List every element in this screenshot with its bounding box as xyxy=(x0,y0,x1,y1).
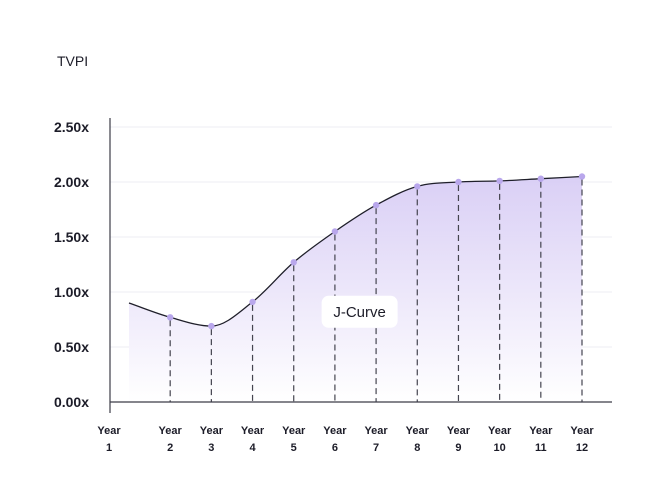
annotation-label: J-Curve xyxy=(333,304,386,321)
y-tick-label: 2.50x xyxy=(54,119,89,135)
x-tick-label-number: 11 xyxy=(535,442,547,454)
x-tick-label-word: Year xyxy=(406,425,430,437)
y-axis-title: TVPI xyxy=(57,53,88,69)
x-tick-label-word: Year xyxy=(323,425,347,437)
x-tick-label-word: Year xyxy=(97,425,121,437)
x-tick-label-number: 4 xyxy=(249,442,256,454)
x-tick-label-word: Year xyxy=(200,425,224,437)
x-tick-label-number: 8 xyxy=(414,442,420,454)
data-point-year-11 xyxy=(537,175,545,182)
x-tick-label-number: 6 xyxy=(332,442,338,454)
tvpi-line xyxy=(128,175,583,327)
x-tick-label-number: 9 xyxy=(455,442,461,454)
x-tick-label-number: 1 xyxy=(106,442,112,454)
x-tick-labels: Year 1 Year 2 Year 3 Year 4 Year 5 Year 6 Year 7 Year 8… xyxy=(97,425,594,454)
y-tick-label: 0.00x xyxy=(54,394,89,410)
x-tick-label-word: Year xyxy=(529,425,553,437)
x-tick-label-word: Year xyxy=(282,425,306,437)
data-point-year-7 xyxy=(372,201,380,209)
data-point-year-9 xyxy=(455,178,462,186)
data-point-year-4 xyxy=(249,298,256,306)
x-tick-label-word: Year xyxy=(364,425,388,437)
data-point-year-8 xyxy=(414,183,421,190)
x-tick-label-word: Year xyxy=(241,425,265,437)
y-tick-label: 1.00x xyxy=(54,284,89,300)
data-point-year-5 xyxy=(290,259,297,266)
y-tick-label: 2.00x xyxy=(54,174,89,190)
data-point-year-12 xyxy=(578,173,586,180)
x-tick-label-word: Year xyxy=(570,425,594,437)
y-tick-label: 0.50x xyxy=(54,339,89,355)
x-tick-label-number: 7 xyxy=(373,442,379,454)
data-point-year-2 xyxy=(166,314,174,321)
x-tick-label-number: 12 xyxy=(576,442,588,454)
x-tick-label-word: Year xyxy=(488,425,512,437)
axes xyxy=(109,118,612,413)
data-point-year-10 xyxy=(496,177,503,185)
x-tick-label-number: 10 xyxy=(494,442,506,454)
j-curve-annotation: J-Curve xyxy=(321,295,398,328)
data-point-year-6 xyxy=(331,228,339,235)
x-tick-label-word: Year xyxy=(159,425,183,437)
x-tick-label-number: 3 xyxy=(208,442,214,454)
annotation-box xyxy=(321,295,398,328)
y-tick-labels: 0.00x 0.50x 1.00x 1.50x 2.00x 2.50x xyxy=(54,119,89,410)
data-markers xyxy=(166,173,586,330)
y-tick-label: 1.50x xyxy=(54,229,89,245)
x-tick-label-number: 2 xyxy=(167,442,173,454)
drop-lines xyxy=(169,179,583,402)
area-fill xyxy=(129,176,582,402)
x-tick-label-number: 5 xyxy=(291,442,297,454)
data-point-year-3 xyxy=(208,322,215,330)
x-tick-label-word: Year xyxy=(447,425,471,437)
